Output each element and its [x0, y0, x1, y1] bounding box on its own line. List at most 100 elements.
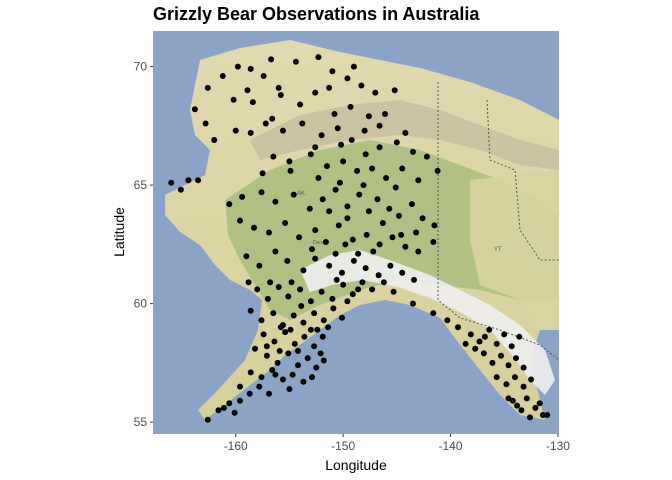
observation-point	[363, 231, 370, 238]
observation-point	[513, 355, 519, 362]
observation-point	[317, 350, 324, 357]
observation-point	[258, 317, 265, 324]
observation-point	[335, 222, 342, 229]
y-tick-label: 70	[134, 60, 148, 74]
observation-point	[411, 276, 417, 283]
x-tick-label: -160	[224, 439, 248, 453]
observation-point	[287, 167, 294, 174]
x-tick-label: -150	[331, 439, 355, 453]
observation-point	[231, 409, 238, 416]
observation-point	[262, 120, 269, 127]
observation-point	[309, 374, 315, 381]
observation-point	[472, 345, 479, 352]
y-axis: 55 60 65 70	[134, 60, 153, 429]
observation-point	[319, 196, 326, 203]
observation-point	[277, 324, 284, 331]
observation-point	[322, 239, 329, 245]
observation-point	[320, 317, 327, 324]
observation-point	[291, 340, 298, 347]
observation-point	[304, 355, 311, 362]
observation-point	[284, 257, 291, 264]
observation-point	[315, 54, 322, 61]
observation-point	[289, 371, 296, 378]
observation-point	[268, 56, 275, 63]
observation-point	[204, 416, 211, 423]
canada-land	[470, 170, 559, 330]
observation-point	[518, 407, 525, 414]
observation-point	[290, 312, 297, 319]
y-tick-label: 60	[134, 297, 148, 311]
observation-point	[204, 84, 211, 91]
observation-point	[318, 288, 325, 295]
y-tick-label: 55	[134, 415, 148, 429]
map-background: AK YT Denali	[153, 31, 559, 434]
observation-point	[287, 326, 294, 333]
observation-point	[269, 115, 276, 122]
observation-point	[259, 170, 266, 177]
yt-border	[486, 99, 559, 261]
observation-point	[349, 291, 356, 298]
observation-point	[430, 310, 437, 317]
observation-point	[358, 82, 365, 89]
observation-point	[312, 255, 319, 262]
observation-point	[350, 257, 357, 264]
observation-point	[359, 279, 366, 286]
observation-point	[258, 374, 265, 381]
observation-point	[415, 248, 422, 255]
observation-point	[532, 404, 539, 411]
observation-point	[247, 65, 254, 72]
observation-point	[319, 333, 326, 340]
observation-point	[245, 279, 252, 286]
observation-point	[270, 153, 277, 160]
observation-point	[514, 402, 521, 409]
observation-point	[509, 397, 516, 404]
observation-point	[365, 208, 372, 215]
observation-point	[338, 141, 344, 148]
observation-point	[344, 215, 351, 222]
observation-point	[444, 317, 451, 324]
observation-point	[260, 331, 267, 338]
observation-point	[307, 326, 314, 333]
observation-point	[376, 144, 383, 151]
observation-point	[462, 340, 469, 347]
observation-point	[269, 367, 276, 373]
observation-point	[431, 222, 438, 229]
observation-point	[340, 158, 347, 165]
observation-point	[340, 281, 347, 288]
observation-point	[314, 326, 321, 333]
observation-point	[243, 253, 250, 260]
observation-point	[295, 348, 301, 354]
observation-point	[232, 127, 239, 134]
observation-point	[350, 63, 357, 70]
observation-point	[493, 374, 500, 381]
observation-point	[376, 122, 383, 129]
observation-point	[266, 229, 272, 236]
observation-point	[480, 350, 487, 357]
observation-point	[254, 286, 261, 293]
observation-point	[389, 234, 396, 241]
observation-point	[274, 359, 281, 366]
observation-point	[320, 357, 327, 364]
observation-point	[408, 201, 415, 208]
alaska-range-snow	[300, 250, 555, 395]
observation-point	[237, 383, 243, 390]
observation-point	[347, 103, 354, 110]
observation-point	[398, 231, 405, 238]
observation-point	[309, 246, 315, 253]
observation-point	[315, 175, 322, 181]
observation-point	[392, 184, 399, 191]
observation-point	[266, 390, 272, 397]
observation-point	[251, 224, 257, 231]
observation-point	[430, 239, 437, 245]
observation-point	[280, 376, 286, 383]
observation-point	[326, 262, 333, 269]
observation-point	[239, 193, 246, 200]
observation-point	[185, 177, 192, 184]
observation-point	[325, 324, 332, 331]
observation-point	[249, 99, 256, 106]
observation-point	[409, 300, 416, 307]
observation-point	[528, 376, 535, 383]
observation-point	[383, 175, 390, 181]
observation-point	[527, 414, 533, 421]
observation-point	[263, 343, 270, 350]
